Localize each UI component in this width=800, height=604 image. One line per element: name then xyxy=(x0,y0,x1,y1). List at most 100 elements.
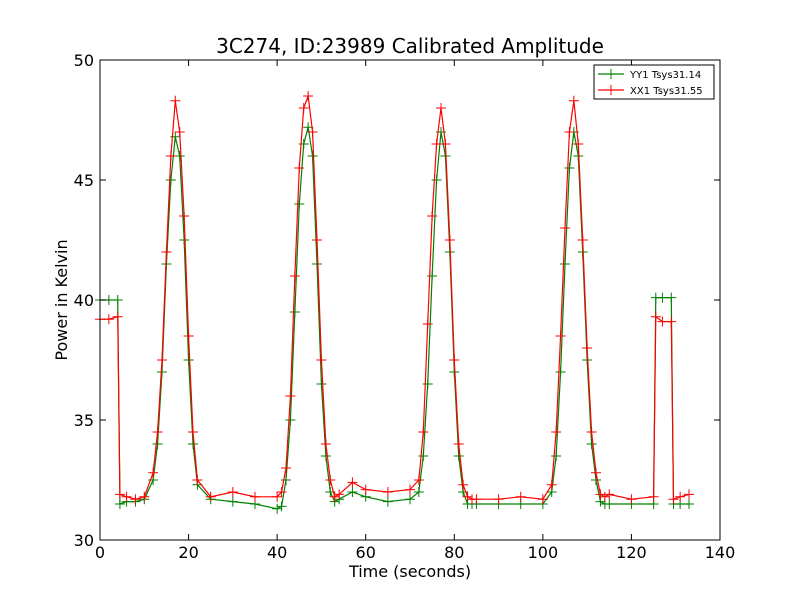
legend-label: YY1 Tsys31.14 xyxy=(629,70,701,81)
x-tick-label: 0 xyxy=(95,543,105,562)
x-tick-label: 40 xyxy=(267,543,287,562)
series-1-point xyxy=(427,271,438,281)
series-1-point xyxy=(289,307,300,317)
x-axis-label: Time (seconds) xyxy=(348,562,471,581)
series-1-point xyxy=(586,439,597,449)
x-tick-label: 20 xyxy=(178,543,198,562)
series-1-point xyxy=(551,451,562,461)
series-2-point xyxy=(382,487,393,497)
series-2-point xyxy=(139,491,150,502)
series-2-point xyxy=(413,475,424,485)
y-tick-label: 30 xyxy=(74,531,94,550)
chart-title: 3C274, ID:23989 Calibrated Amplitude xyxy=(216,34,604,58)
series-1-point xyxy=(188,439,198,449)
x-tick-label: 60 xyxy=(356,543,376,562)
series-2-point xyxy=(546,479,557,490)
series-1-point xyxy=(382,496,393,507)
x-tick-label: 80 xyxy=(444,543,464,562)
series-2-point xyxy=(174,127,185,137)
series-2-point xyxy=(436,103,446,113)
series-2-point xyxy=(675,491,686,502)
series-1-point xyxy=(183,355,194,365)
series-2-point xyxy=(307,127,318,137)
y-tick-label: 40 xyxy=(74,291,94,310)
series-1-point xyxy=(114,499,125,509)
series-2-point xyxy=(347,477,358,488)
series-2-point xyxy=(157,355,167,365)
series-1-point xyxy=(564,163,575,173)
series-2-point xyxy=(103,314,114,325)
series-layer xyxy=(95,91,694,514)
series-2-point xyxy=(312,235,322,245)
series-2-point xyxy=(112,311,123,322)
series-1-point xyxy=(405,494,415,505)
series-2-point xyxy=(161,247,172,257)
series-2-point xyxy=(595,489,606,500)
series-2-point xyxy=(453,439,464,449)
series-1-point xyxy=(320,451,331,461)
series-2-point xyxy=(471,494,482,505)
series-2-point xyxy=(626,494,637,505)
series-2-point xyxy=(650,311,661,322)
series-2-point xyxy=(152,427,163,437)
series-2-point xyxy=(422,319,433,329)
y-axis-label: Power in Kelvin xyxy=(52,239,71,360)
series-2-point xyxy=(250,491,260,502)
series-2-point xyxy=(458,479,469,490)
series-2-point xyxy=(666,316,677,327)
series-1-point xyxy=(418,451,429,461)
legend-box xyxy=(593,64,715,100)
series-2-point xyxy=(272,491,283,502)
series-2-point xyxy=(170,95,181,106)
y-tick-label: 45 xyxy=(74,171,94,190)
series-2-point xyxy=(684,489,694,500)
series-1-point xyxy=(316,379,327,389)
series-2-point xyxy=(493,494,504,505)
series-2-point xyxy=(289,271,300,281)
series-2-point xyxy=(298,103,309,113)
series-1-point xyxy=(422,379,433,389)
series-2 xyxy=(95,91,694,505)
legend: YY1 Tsys31.14 XX1 Tsys31.55 xyxy=(593,64,715,100)
series-1-point xyxy=(272,503,283,514)
series-1-point xyxy=(112,295,123,305)
series-2-point xyxy=(329,491,340,502)
series-2-point xyxy=(586,427,597,437)
series-1-point xyxy=(152,439,163,449)
x-tick-label: 100 xyxy=(528,543,559,562)
series-2-point xyxy=(515,491,526,502)
series-2-point xyxy=(591,467,601,478)
series-2-point xyxy=(462,491,473,502)
series-1-point xyxy=(657,292,668,303)
series-2-point xyxy=(360,484,371,495)
series-2-point xyxy=(427,211,438,221)
series-2-point xyxy=(130,494,141,505)
series-2-point xyxy=(405,484,415,495)
series-1-point xyxy=(285,415,296,425)
series-1-point xyxy=(684,499,694,509)
series-1-point xyxy=(281,475,291,485)
series-2-point xyxy=(555,331,566,341)
series-2-point xyxy=(165,151,176,161)
series-2-point xyxy=(114,489,125,500)
series-2-point xyxy=(121,491,132,502)
legend-swatch-marker xyxy=(606,69,616,79)
series-2-point xyxy=(320,439,331,449)
series-1-point xyxy=(604,499,615,509)
axes-layer: 0 20 40 60 80 100 120 140 30 35 40 45 50 xyxy=(74,51,736,562)
series-2-point xyxy=(303,91,314,101)
series-2-point xyxy=(205,491,216,502)
series-2-point xyxy=(648,491,659,502)
series-2-point xyxy=(582,343,593,353)
series-2-point xyxy=(183,331,194,341)
series-2-point xyxy=(440,139,451,149)
series-2-point xyxy=(179,211,190,221)
series-1-point xyxy=(227,496,238,507)
x-tick-label: 140 xyxy=(705,543,736,562)
series-2-point xyxy=(276,487,287,497)
series-1-point xyxy=(276,501,287,512)
series-1-point xyxy=(431,175,442,185)
series-2-point xyxy=(148,467,159,478)
series-1-point xyxy=(555,367,566,377)
